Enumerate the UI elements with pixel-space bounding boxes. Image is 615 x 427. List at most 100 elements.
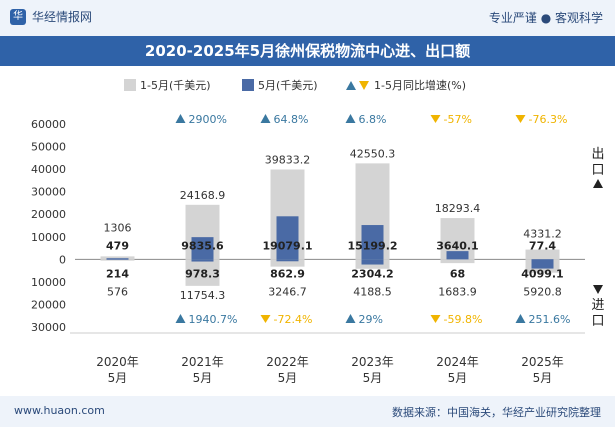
- brand-logo-icon: 华: [10, 8, 26, 25]
- label-export-cumulative: 24168.9: [180, 189, 226, 202]
- growth-label-export: -76.3%: [529, 113, 568, 126]
- x-tick-label: 5月: [533, 371, 553, 385]
- x-tick-label: 2021年: [181, 355, 224, 369]
- growth-marker-import: [515, 314, 526, 323]
- top-bar: 华 华经情报网 专业严谨 ● 客观科学: [0, 0, 615, 36]
- y-tick-label: 60000: [31, 118, 66, 131]
- growth-marker-export: [175, 114, 186, 123]
- label-import-monthly: 862.9: [270, 267, 305, 280]
- y-tick-label: 10000: [31, 231, 66, 244]
- growth-label-import: 29%: [359, 313, 383, 326]
- bar-import-cumulative: [270, 259, 305, 267]
- label-export-monthly: 15199.2: [347, 239, 397, 252]
- brand-name: 华经情报网: [32, 10, 93, 24]
- growth-label-export: 2900%: [189, 113, 227, 126]
- growth-label-import: -59.8%: [444, 313, 483, 326]
- label-import-monthly: 978.3: [185, 267, 220, 280]
- growth-marker-export: [260, 114, 271, 123]
- growth-marker-import: [175, 314, 186, 323]
- label-export-monthly: 19079.1: [262, 239, 312, 252]
- x-tick-label: 5月: [108, 371, 128, 385]
- bar-import-cumulative: [440, 259, 475, 264]
- chart: 1-5月(千美元) 5月(千美元) 1-5月同比增速(%) 60000 50000 400…: [31, 78, 605, 385]
- legend-swatch-monthly: [242, 79, 254, 91]
- growth-label-export: 64.8%: [274, 113, 309, 126]
- legend-marker-down: [359, 81, 369, 90]
- growth-marker-import: [260, 315, 271, 323]
- y-tick-label: 40000: [31, 163, 66, 176]
- label-import-cumulative: 576: [107, 285, 128, 298]
- chart-title: 2020-2025年5月徐州保税物流中心进、出口额: [0, 36, 615, 66]
- side-label-import: 进: [591, 298, 604, 313]
- bar-export-monthly: [276, 216, 299, 260]
- legend-label-cumulative: 1-5月(千美元): [140, 79, 211, 92]
- growth-label-import: -72.4%: [274, 313, 313, 326]
- y-tick-label: 20000: [31, 208, 66, 221]
- bar-import-monthly: [276, 259, 299, 262]
- growth-label-import: 1940.7%: [189, 313, 238, 326]
- x-tick-label: 2020年: [96, 355, 139, 369]
- label-export-monthly: 9835.6: [181, 239, 224, 252]
- label-export-monthly: 77.4: [529, 239, 556, 252]
- label-import-monthly: 68: [450, 267, 465, 280]
- label-export-cumulative: 4331.2: [523, 227, 562, 240]
- arrow-down-icon: [593, 285, 603, 294]
- bar-import-cumulative: [185, 259, 220, 286]
- bar-import-monthly: [191, 259, 214, 262]
- legend-label-growth: 1-5月同比增速(%): [374, 78, 466, 92]
- label-export-monthly: 3640.1: [436, 239, 478, 252]
- label-import-cumulative: 4188.5: [353, 285, 392, 298]
- footer-url: www.huaon.com: [14, 404, 105, 417]
- bar-import-monthly: [531, 259, 554, 269]
- y-tick-label: 10000: [31, 276, 66, 289]
- y-tick-label: 50000: [31, 141, 66, 154]
- arrow-up-icon: [593, 179, 603, 188]
- brand: 华 华经情报网: [10, 8, 92, 25]
- x-tick-label: 5月: [278, 371, 298, 385]
- label-export-monthly: 479: [106, 239, 129, 252]
- growth-label-export: -57%: [444, 113, 472, 126]
- footer-source: 数据来源：中国海关，华经产业研究院整理: [392, 406, 601, 419]
- x-tick-label: 2025年: [521, 355, 564, 369]
- x-tick-label: 5月: [193, 371, 213, 385]
- label-import-cumulative: 5920.8: [523, 285, 562, 298]
- label-export-cumulative: 18293.4: [435, 202, 481, 215]
- x-tick-label: 2023年: [351, 355, 394, 369]
- footer: www.huaon.com 数据来源：中国海关，华经产业研究院整理: [0, 396, 615, 427]
- legend-swatch-cumulative: [124, 79, 136, 91]
- bar-export-monthly: [191, 237, 214, 260]
- x-tick-label: 2024年: [436, 355, 479, 369]
- growth-label-export: 6.8%: [359, 113, 387, 126]
- y-tick-label: 20000: [31, 298, 66, 311]
- bar-export-monthly: [106, 258, 129, 260]
- x-tick-label: 2022年: [266, 355, 309, 369]
- label-import-cumulative: 1683.9: [438, 285, 477, 298]
- label-export-cumulative: 1306: [104, 221, 132, 234]
- label-export-cumulative: 39833.2: [265, 153, 311, 166]
- label-import-monthly: 2304.2: [351, 267, 393, 280]
- x-tick-label: 5月: [363, 371, 383, 385]
- bar-export-monthly: [446, 251, 469, 260]
- legend-marker-up: [346, 81, 356, 90]
- growth-marker-import: [430, 315, 441, 323]
- x-tick-label: 5月: [448, 371, 468, 385]
- growth-label-import: 251.6%: [529, 313, 571, 326]
- header-tagline: 专业严谨 ● 客观科学: [488, 11, 603, 25]
- label-import-cumulative: 11754.3: [180, 289, 226, 302]
- side-label-export: 出: [591, 147, 604, 162]
- y-tick-label: 0: [59, 253, 66, 266]
- bar-import-monthly: [361, 259, 384, 265]
- label-import-monthly: 214: [106, 267, 129, 280]
- bar-export-monthly: [361, 225, 384, 260]
- label-import-monthly: 4099.1: [521, 267, 563, 280]
- y-tick-label: 30000: [31, 186, 66, 199]
- growth-marker-export: [345, 114, 356, 123]
- bar-export-cumulative: [525, 249, 560, 260]
- bar-import-cumulative: [100, 259, 135, 261]
- label-export-cumulative: 42550.3: [350, 147, 396, 160]
- bar-export-cumulative: [100, 256, 135, 260]
- side-label-import: 口: [591, 314, 604, 329]
- growth-marker-export: [515, 115, 526, 123]
- growth-marker-export: [430, 115, 441, 123]
- legend-label-monthly: 5月(千美元): [258, 79, 318, 92]
